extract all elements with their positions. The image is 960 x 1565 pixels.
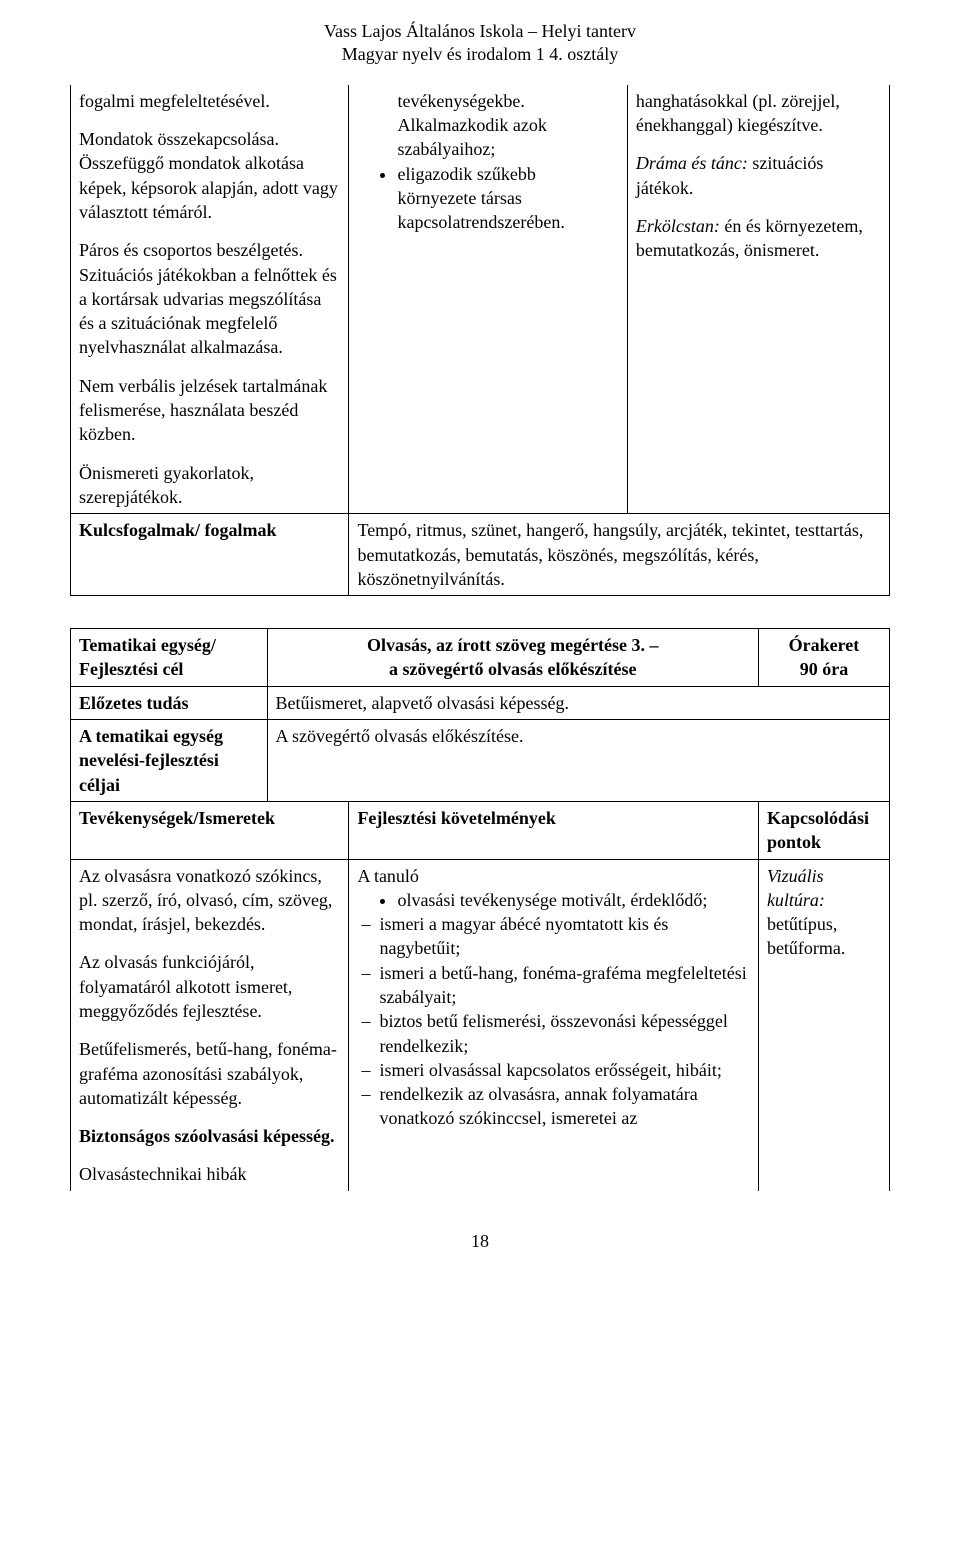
t2-r5-c1-p4: Biztonságos szóolvasási képesség. (79, 1124, 340, 1148)
t2-r5-c2-d2: ismeri a betű-hang, fonéma-graféma megfe… (357, 961, 750, 1010)
t1-c3-p3: Erkölcstan: én és környezetem, bemutatko… (636, 214, 881, 263)
t1-row2-text: Tempó, ritmus, szünet, hangerő, hangsúly… (349, 514, 890, 596)
t1-col3: hanghatásokkal (pl. zörejjel, énekhangga… (627, 85, 889, 514)
t2-r5-c2-b1: olvasási tevékenysége motivált, érdeklőd… (397, 888, 750, 912)
t2-r5-c2-d3: biztos betű felismerési, összevonási kép… (357, 1009, 750, 1058)
t2-r1-c2: Olvasás, az írott szöveg megértése 3. – … (267, 629, 758, 687)
t2-r5-col3: Vizuális kultúra: betűtípus, betűforma. (758, 859, 889, 1191)
header-line-1: Vass Lajos Általános Iskola – Helyi tant… (324, 21, 636, 41)
t2-r5-c1-p5: Olvasástechnikai hibák (79, 1162, 340, 1186)
t2-r2-c1: Előzetes tudás (71, 686, 268, 719)
t1-col2: tevékenységekbe. Alkalmazkodik azok szab… (349, 85, 627, 514)
t2-r5-c1-p3: Betűfelismerés, betű-hang, fonéma-grafém… (79, 1037, 340, 1110)
t1-c3-p2: Dráma és tánc: szituációs játékok. (636, 151, 881, 200)
t2-r4-c2: Fejlesztési követelmények (349, 801, 759, 859)
header-line-2: Magyar nyelv és irodalom 1 4. osztály (342, 44, 618, 64)
t1-col1: fogalmi megfeleltetésével. Mondatok össz… (71, 85, 349, 514)
t1-c3-p1: hanghatásokkal (pl. zörejjel, énekhangga… (636, 89, 881, 138)
t1-c2-li1: eligazodik szűkebb környezete társas kap… (397, 162, 618, 235)
t1-c1-p4: Nem verbális jelzések tartalmának felism… (79, 374, 340, 447)
page-number: 18 (70, 1231, 890, 1252)
t1-c1-p5: Önismereti gyakorlatok, szerepjátékok. (79, 461, 340, 510)
t2-r4-c1: Tevékenységek/Ismeretek (71, 801, 349, 859)
table-1: fogalmi megfeleltetésével. Mondatok össz… (70, 85, 890, 596)
t2-r5-c2-d4: ismeri olvasással kapcsolatos erősségeit… (357, 1058, 750, 1082)
t2-r5-c1-p2: Az olvasás funkciójáról, folyamatáról al… (79, 950, 340, 1023)
t2-r5-c2-lead: A tanuló (357, 864, 750, 888)
t2-r1-c1: Tematikai egység/ Fejlesztési cél (71, 629, 268, 687)
t2-r5-c1-p1: Az olvasásra vonatkozó szókincs, pl. sze… (79, 864, 340, 937)
t2-r4-c3: Kapcsolódási pontok (758, 801, 889, 859)
t2-r2-c2: Betűismeret, alapvető olvasási képesség. (267, 686, 889, 719)
t2-r3-c1: A tematikai egység nevelési-fejlesztési … (71, 720, 268, 802)
t1-row2-label: Kulcsfogalmak/ fogalmak (71, 514, 349, 596)
t1-c1-p3: Páros és csoportos beszélgetés. Szituáci… (79, 238, 340, 359)
t2-r5-col1: Az olvasásra vonatkozó szókincs, pl. sze… (71, 859, 349, 1191)
t2-r5-col2: A tanuló olvasási tevékenysége motivált,… (349, 859, 759, 1191)
t2-r1-c3: Órakeret 90 óra (758, 629, 889, 687)
t1-c2-pre: tevékenységekbe. Alkalmazkodik azok szab… (357, 89, 618, 162)
t1-c1-p1: fogalmi megfeleltetésével. (79, 89, 340, 113)
table-2: Tematikai egység/ Fejlesztési cél Olvasá… (70, 628, 890, 1191)
t2-r5-c2-d1: ismeri a magyar ábécé nyomtatott kis és … (357, 912, 750, 961)
t2-r3-c2: A szövegértő olvasás előkészítése. (267, 720, 889, 802)
t1-c1-p2: Mondatok összekapcsolása. Összefüggő mon… (79, 127, 340, 224)
t2-r5-c2-d5: rendelkezik az olvasásra, annak folyamat… (357, 1082, 750, 1131)
